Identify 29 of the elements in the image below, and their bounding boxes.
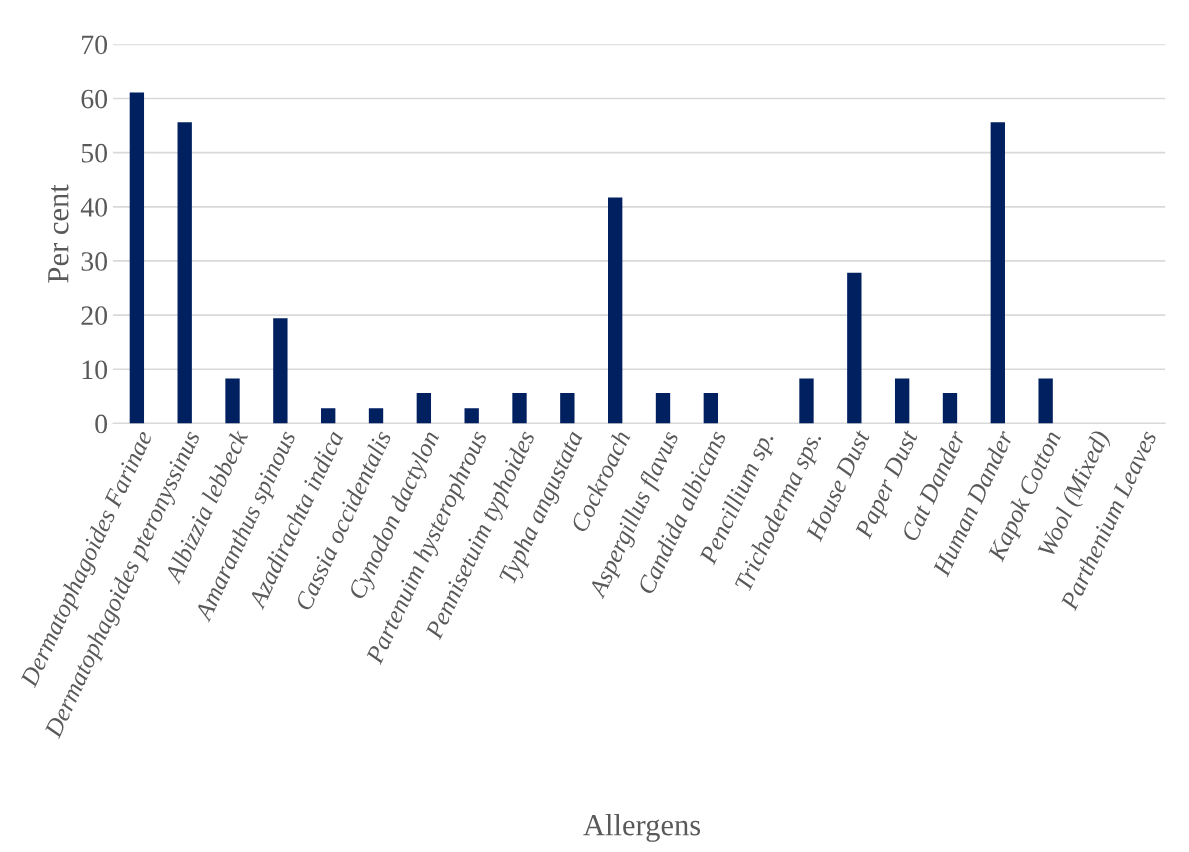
y-tick-label: 70 bbox=[82, 35, 108, 55]
bar bbox=[177, 122, 192, 424]
y-tick-label: 40 bbox=[80, 197, 108, 217]
y-axis-title: Per cent bbox=[48, 184, 69, 283]
bar bbox=[129, 92, 145, 424]
bar bbox=[416, 393, 432, 424]
bar bbox=[655, 393, 671, 424]
bar bbox=[847, 272, 862, 424]
y-tick-label: 10 bbox=[82, 360, 108, 380]
bar bbox=[942, 393, 958, 424]
bar bbox=[1038, 378, 1053, 424]
y-tick-label: 20 bbox=[81, 306, 108, 326]
bar bbox=[368, 408, 384, 424]
bar bbox=[560, 393, 575, 424]
bar bbox=[894, 378, 910, 424]
y-tick-label: 30 bbox=[81, 252, 108, 271]
y-tick-label: 0 bbox=[95, 414, 108, 434]
bar bbox=[273, 318, 288, 424]
bar bbox=[703, 393, 719, 424]
x-axis-title: Allergens bbox=[583, 813, 701, 842]
y-tick-label: 60 bbox=[81, 89, 108, 109]
bar bbox=[799, 378, 814, 424]
bar bbox=[990, 122, 1005, 424]
bar bbox=[225, 378, 240, 424]
bar bbox=[608, 197, 623, 424]
y-tick-label: 50 bbox=[81, 143, 108, 163]
bar bbox=[321, 408, 336, 424]
bar bbox=[512, 393, 527, 424]
bar bbox=[464, 408, 479, 424]
